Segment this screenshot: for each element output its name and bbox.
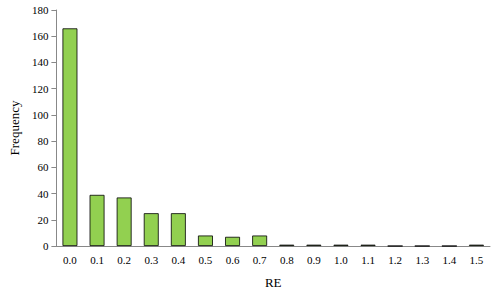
svg-text:0.4: 0.4	[171, 254, 185, 266]
svg-text:0.7: 0.7	[253, 254, 267, 266]
svg-text:1.4: 1.4	[442, 254, 456, 266]
svg-text:Frequency: Frequency	[7, 100, 22, 155]
svg-text:1.0: 1.0	[334, 254, 348, 266]
svg-text:40: 40	[37, 188, 49, 200]
svg-text:1.2: 1.2	[388, 254, 402, 266]
svg-text:1.1: 1.1	[361, 254, 375, 266]
svg-text:60: 60	[37, 161, 49, 173]
svg-text:0.1: 0.1	[90, 254, 104, 266]
svg-text:1.3: 1.3	[415, 254, 429, 266]
svg-text:80: 80	[37, 135, 49, 147]
svg-text:0.3: 0.3	[144, 254, 158, 266]
svg-text:160: 160	[32, 30, 49, 42]
svg-text:100: 100	[32, 109, 49, 121]
svg-text:0: 0	[43, 240, 49, 252]
svg-text:0.0: 0.0	[63, 254, 77, 266]
svg-text:0.9: 0.9	[307, 254, 321, 266]
svg-text:1.5: 1.5	[470, 254, 484, 266]
svg-text:20: 20	[37, 214, 49, 226]
svg-text:RE: RE	[265, 275, 282, 290]
svg-text:0.6: 0.6	[226, 254, 240, 266]
svg-text:180: 180	[32, 4, 49, 16]
svg-text:0.2: 0.2	[117, 254, 131, 266]
svg-text:0.8: 0.8	[280, 254, 294, 266]
svg-text:120: 120	[32, 83, 49, 95]
svg-text:140: 140	[32, 56, 49, 68]
svg-text:0.5: 0.5	[199, 254, 213, 266]
